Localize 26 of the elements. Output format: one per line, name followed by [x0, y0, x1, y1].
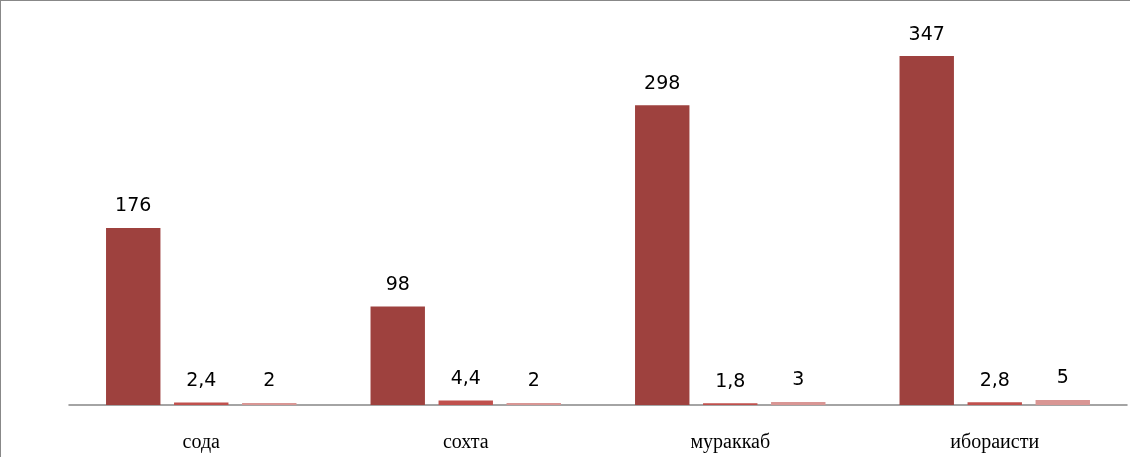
bar	[506, 402, 561, 405]
bar	[967, 402, 1022, 405]
data-label: 3	[792, 367, 805, 390]
data-label: 98	[385, 271, 410, 294]
data-label: 1,8	[715, 368, 746, 391]
bar	[635, 105, 690, 405]
bar	[1035, 399, 1090, 405]
data-label: 2,4	[186, 368, 217, 391]
data-label: 4,4	[450, 366, 481, 389]
data-label: 176	[115, 193, 152, 216]
x-tick-label: мураккаб	[690, 430, 771, 453]
bar	[242, 402, 297, 405]
bar	[370, 306, 425, 405]
x-tick-label: ибораисти	[950, 430, 1040, 453]
bar	[106, 227, 161, 405]
bar	[899, 56, 954, 405]
data-label: 2	[527, 368, 540, 391]
x-tick-label: сода	[182, 430, 221, 453]
data-label: 347	[908, 21, 945, 44]
bar	[771, 401, 826, 405]
data-label: 5	[1056, 365, 1069, 388]
x-tick-label: сохта	[442, 430, 489, 452]
data-label: 298	[644, 70, 681, 93]
bar	[438, 400, 493, 405]
data-label: 2	[263, 368, 276, 391]
data-label: 2,8	[979, 367, 1010, 390]
